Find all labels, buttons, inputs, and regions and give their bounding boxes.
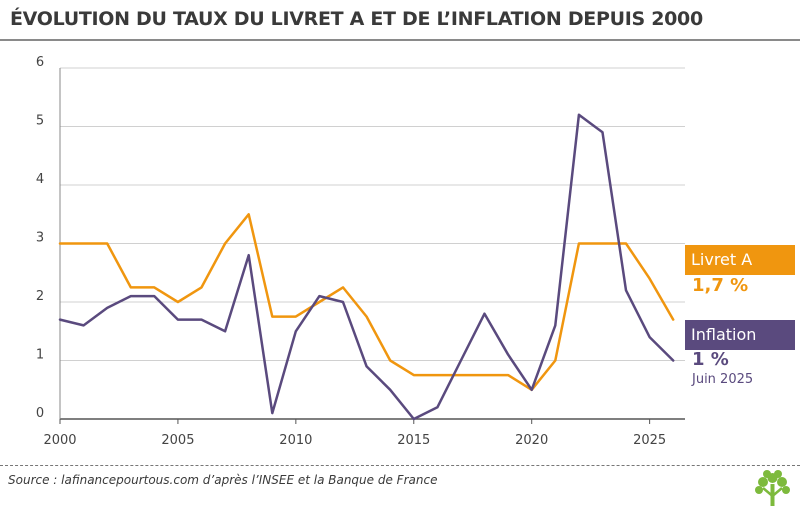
x-tick-label: 2025 [633,433,666,448]
x-tick-label: 2000 [43,433,76,448]
x-tick-label: 2005 [161,433,194,448]
chart-title: ÉVOLUTION DU TAUX DU LIVRET A ET DE L’IN… [10,8,703,30]
y-axis-ticks: 0 1 2 3 4 5 6 [36,55,44,421]
source-divider [0,465,800,466]
y-tick-label: 4 [36,172,44,187]
y-tick-label: 3 [36,231,44,246]
y-tick-label: 0 [36,406,44,421]
inflation-legend-label: Inflation [691,325,757,344]
y-tick-label: 5 [36,114,44,129]
line-chart: 0 1 2 3 4 5 6 2000 2005 2010 2015 2020 2025 [36,55,685,448]
x-tick-label: 2010 [279,433,312,448]
livret-a-legend-label: Livret A [691,250,753,269]
y-tick-label: 1 [36,348,44,363]
grid-lines [59,67,685,420]
y-tick-label: 6 [36,55,44,70]
livret-a-legend-badge: Livret A [685,245,795,275]
source-text: Source : lafinancepourtous.com d’après l… [8,473,438,487]
x-axis-ticks: 2000 2005 2010 2015 2020 2025 [43,419,666,448]
series-lines [58,113,675,421]
inflation-line [58,113,675,421]
inflation-current-value: 1 % [692,349,729,370]
tree-logo-icon [755,470,790,506]
title-divider [0,39,800,41]
inflation-legend-badge: Inflation [685,320,795,350]
livret-a-line [58,213,675,392]
y-tick-label: 2 [36,289,44,304]
x-tick-label: 2015 [397,433,430,448]
x-tick-label: 2020 [515,433,548,448]
livret-a-current-value: 1,7 % [692,275,749,296]
inflation-date: Juin 2025 [692,372,754,387]
